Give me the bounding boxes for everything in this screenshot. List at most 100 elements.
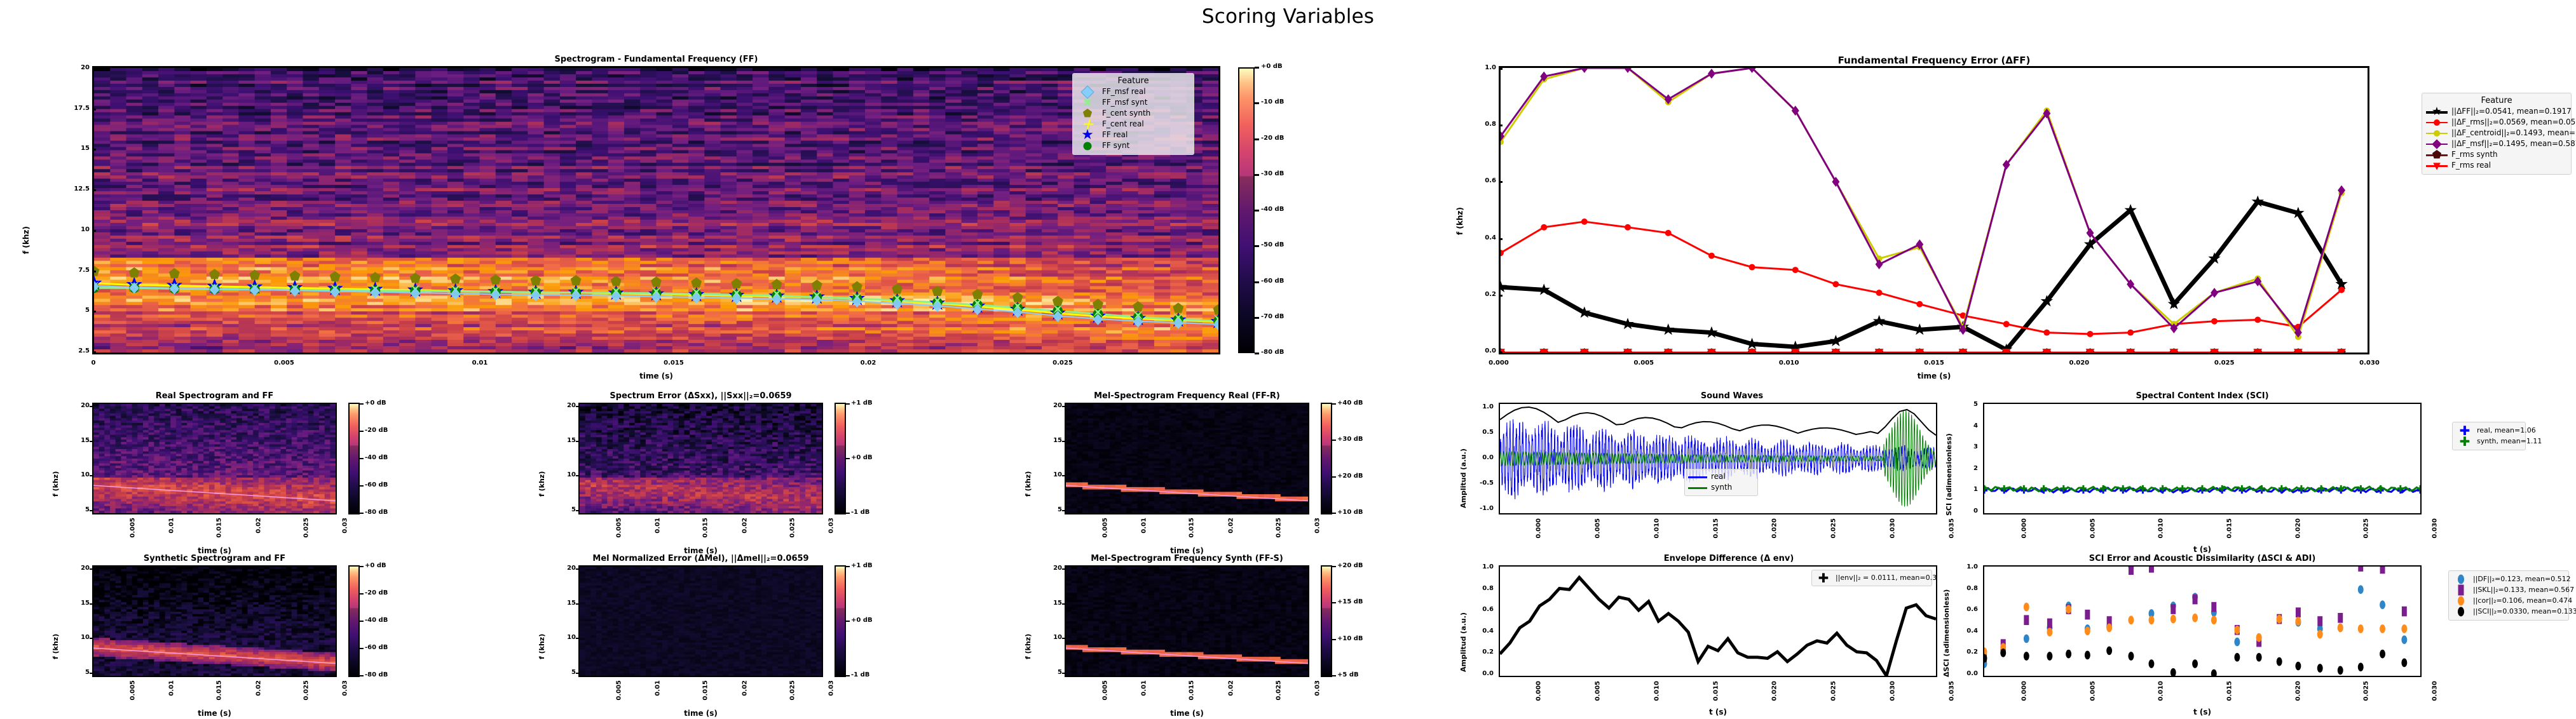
- axis-tick-label: 0.010: [1778, 360, 1799, 366]
- spectrogram-ff-legend[interactable]: Feature FF_msf real ✖ FF_msf synt ⬟ F_ce…: [1072, 73, 1194, 155]
- sound-waves-legend[interactable]: real synth: [1684, 469, 1758, 496]
- legend-item-sci[interactable]: ||SCI||₂=0.0330, mean=0.133: [2453, 607, 2576, 617]
- colorbar-tick-mark: [360, 648, 364, 649]
- real-spectrogram-axes[interactable]: [92, 403, 337, 514]
- synthetic-spectrogram-colorbar: [348, 565, 360, 677]
- mel-synth-axes[interactable]: [1065, 565, 1309, 677]
- square-icon: [2453, 584, 2469, 596]
- axis-tick-label: 0.8: [1482, 584, 1494, 592]
- axis-tick-label: 0.005: [2089, 681, 2097, 701]
- axis-tick-label: 5: [1058, 669, 1062, 676]
- legend-item-ff-synt[interactable]: FF synt: [1077, 141, 1190, 151]
- axis-tick-label: 0.010: [1653, 681, 1661, 701]
- colorbar-tick-label: -30 dB: [1261, 170, 1285, 177]
- sci-plot: [1984, 485, 2420, 494]
- axis-tick-mark: [1499, 238, 1503, 240]
- spectrogram-ff-axes[interactable]: Feature FF_msf real ✖ FF_msf synt ⬟ F_ce…: [92, 66, 1220, 354]
- colorbar-tick-mark: [846, 566, 850, 567]
- colorbar-tick-label: +1 dB: [851, 562, 873, 569]
- mel-normalized-error-colorbar: [835, 565, 846, 677]
- axis-tick-label: 15: [81, 436, 90, 444]
- axis-tick-label: 1.0: [1482, 563, 1494, 570]
- legend-item-frms-synth[interactable]: ⬟ F_rms synth: [2426, 150, 2567, 161]
- mel-real-image: [1066, 404, 1308, 513]
- legend-item-dfcentroid[interactable]: ||ΔF_centroid||₂=0.1493, mean=0.1493: [2426, 128, 2576, 138]
- spectrogram-ff-xlabel: time (s): [639, 372, 673, 380]
- legend-item-real[interactable]: ✚ real, mean=1.06: [2457, 423, 2536, 438]
- legend-item-dff[interactable]: ★ ||ΔFF||₂=0.0541, mean=0.1917: [2426, 106, 2572, 118]
- legend-label: ||ΔF_msf||₂=0.1495, mean=0.5873: [2451, 139, 2576, 149]
- sci-axes[interactable]: [1983, 403, 2422, 514]
- sci-error-legend[interactable]: ||DF||₂=0.123, mean=0.512 ||SKL||₂=0.133…: [2448, 570, 2576, 621]
- pentagon-icon: ⬟: [1082, 107, 1093, 120]
- axis-tick-label: 0.2: [1966, 648, 1978, 656]
- legend-item-frms-real[interactable]: ▼ F_rms real: [2426, 161, 2567, 171]
- legend-item-fcent-real[interactable]: ＋ F_cent real: [1077, 118, 1190, 131]
- axis-tick-label: 7.5: [78, 266, 90, 274]
- colorbar-tick-label: -1 dB: [851, 671, 870, 678]
- synthetic-spectrogram-image: [93, 567, 336, 676]
- axis-tick-label: 0.015: [1189, 518, 1196, 538]
- axis-tick-label: 0.01: [472, 360, 488, 366]
- axis-tick-label: 0.020: [1771, 518, 1779, 539]
- axis-tick-label: 0.000: [1535, 518, 1543, 539]
- sci-legend[interactable]: ✚ real, mean=1.06 ✚ synth, mean=1.11: [2452, 422, 2542, 450]
- colorbar-tick-mark: [1332, 403, 1336, 405]
- legend-item-fcent-synth[interactable]: ⬟ F_cent synth: [1077, 109, 1190, 119]
- ff-error-axes[interactable]: [1499, 66, 2369, 354]
- colorbar-tick-mark: [360, 566, 364, 567]
- axis-tick-label: 0.000: [1489, 360, 1509, 366]
- spectrogram-ff-ylabel: f (khz): [22, 226, 31, 254]
- ff-error-legend[interactable]: Feature ★ ||ΔFF||₂=0.0541, mean=0.1917 |…: [2422, 93, 2576, 175]
- colorbar-tick-mark: [846, 458, 850, 459]
- colorbar-tick-mark: [360, 513, 364, 514]
- colorbar-tick-mark: [846, 513, 850, 514]
- axis-tick-label: 0.020: [2294, 518, 2302, 539]
- legend-item-synth[interactable]: ✚ synth, mean=1.11: [2457, 435, 2542, 448]
- triangle-down-line-icon: ▼: [2426, 161, 2448, 171]
- legend-item-ff-real[interactable]: ★ FF real: [1077, 128, 1190, 142]
- diamond-icon: [1077, 85, 1098, 99]
- legend-label: ||ΔF_centroid||₂=0.1493, mean=0.1493: [2451, 128, 2576, 138]
- legend-item-env[interactable]: ✚ ||env||₂ = 0.0111, mean=0.3961: [1815, 572, 1936, 584]
- spectrum-error-axes[interactable]: [578, 403, 823, 514]
- axis-tick-label: 0.010: [2157, 518, 2165, 539]
- env-diff-legend[interactable]: ✚ ||env||₂ = 0.0111, mean=0.3961: [1811, 570, 1936, 586]
- axis-tick-mark: [576, 568, 579, 570]
- synthetic-spectrogram-axes[interactable]: [92, 565, 337, 677]
- legend-item-ffmsf-real[interactable]: FF_msf real: [1077, 85, 1190, 99]
- axis-tick-label: 0.020: [1771, 681, 1779, 701]
- legend-item-cor[interactable]: ||cor||₂=0.106, mean=0.474: [2453, 596, 2572, 606]
- legend-item-synth[interactable]: synth: [1688, 483, 1754, 493]
- legend-item-dfmsf[interactable]: ||ΔF_msf||₂=0.1495, mean=0.5873: [2426, 139, 2576, 149]
- axis-tick-mark: [92, 68, 96, 70]
- plus-marker-icon: ✚: [2459, 423, 2470, 438]
- axis-tick-mark: [576, 638, 579, 640]
- env-diff-axes[interactable]: ✚ ||env||₂ = 0.0111, mean=0.3961: [1499, 565, 1937, 677]
- legend-item-skl[interactable]: ||SKL||₂=0.133, mean=0.567: [2453, 584, 2574, 596]
- axis-tick-label: 0.8: [1485, 121, 1496, 128]
- mel-real-title: Mel-Spectrogram Frequency Real (FF-R): [1094, 391, 1280, 401]
- spectrum-error-image: [580, 404, 822, 513]
- legend-label: F_rms real: [2451, 161, 2491, 170]
- legend-item-ffmsf-synt[interactable]: ✖ FF_msf synt: [1077, 98, 1190, 109]
- axis-tick-label: 0.6: [1485, 177, 1496, 185]
- legend-item-real[interactable]: real: [1688, 472, 1754, 482]
- axis-tick-label: 3: [1973, 443, 1978, 451]
- colorbar-tick-label: +5 dB: [1337, 671, 1359, 678]
- sci-error-axes[interactable]: [1983, 565, 2422, 677]
- legend-item-dfrms[interactable]: ||ΔF_rms||₂=0.0569, mean=0.0569: [2426, 118, 2576, 128]
- sound-waves-axes[interactable]: real synth: [1499, 403, 1937, 514]
- axis-tick-label: 2.5: [78, 347, 90, 354]
- legend-item-df[interactable]: ||DF||₂=0.123, mean=0.512: [2453, 574, 2571, 584]
- axis-tick-label: 0.005: [615, 518, 623, 538]
- axis-tick-label: 0.01: [1140, 680, 1148, 696]
- mel-normalized-error-axes[interactable]: [578, 565, 823, 677]
- axis-tick-label: 0.5: [1482, 429, 1494, 436]
- sci-error-xlabel: t (s): [2193, 708, 2212, 716]
- circle-icon: [1077, 141, 1098, 151]
- star-line-icon: ★: [2426, 106, 2448, 118]
- real-spectrogram-title: Real Spectrogram and FF: [155, 391, 274, 401]
- colorbar-tick-mark: [1332, 476, 1336, 478]
- mel-real-axes[interactable]: [1065, 403, 1309, 514]
